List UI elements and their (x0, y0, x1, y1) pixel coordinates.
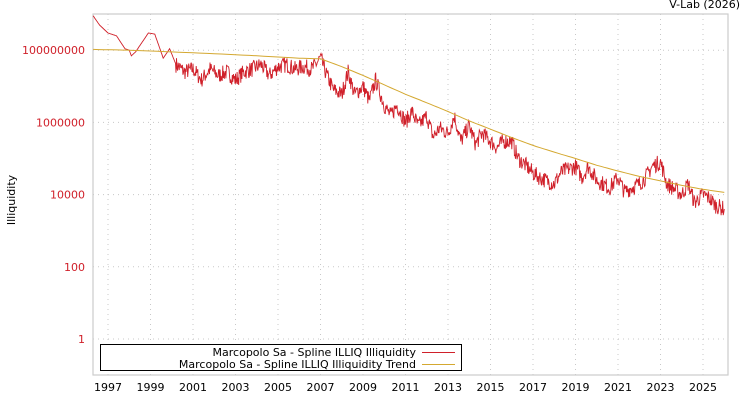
x-tick-label: 2015 (477, 381, 505, 394)
legend-item-trend[interactable]: Marcopolo Sa - Spline ILLIQ Illiquidity … (178, 357, 455, 371)
x-tick-label: 2003 (222, 381, 250, 394)
x-axis-ticks: 1997 1999 2001 2003 2005 2007 2009 2011 2013 2015… (94, 381, 717, 394)
legend: Marcopolo Sa - Spline ILLIQ Illiquidity … (100, 344, 462, 371)
plot-area-frame (92, 13, 729, 376)
x-tick-label: 2017 (519, 381, 547, 394)
x-tick-label: 1999 (137, 381, 165, 394)
y-axis-label: Illiquidity (5, 174, 18, 226)
legend-label: Marcopolo Sa - Spline ILLIQ Illiquidity (212, 345, 416, 359)
y-tick-label: 10000 (50, 189, 85, 202)
y-tick-label: 1000000 (36, 116, 85, 129)
x-tick-label: 2001 (179, 381, 207, 394)
trend-line (93, 48, 725, 193)
x-tick-label: 2009 (349, 381, 377, 394)
x-tick-label: 2013 (434, 381, 462, 394)
credit-label: V-Lab (2026) (669, 0, 740, 11)
grid-lines (93, 14, 728, 375)
y-axis-ticks: 1 100 10000 1000000 100000000 (22, 44, 85, 346)
x-tick-label: 2011 (392, 381, 420, 394)
y-tick-label: 1 (78, 333, 85, 346)
series-lines (92, 15, 725, 216)
x-tick-label: 2023 (647, 381, 675, 394)
illiquidity-line (92, 15, 725, 216)
x-tick-label: 2025 (689, 381, 717, 394)
legend-swatch-red (422, 351, 455, 353)
legend-swatch-gold (422, 363, 455, 365)
legend-label: Marcopolo Sa - Spline ILLIQ Illiquidity … (178, 357, 416, 371)
x-tick-label: 2007 (307, 381, 335, 394)
legend-item-illiquidity[interactable]: Marcopolo Sa - Spline ILLIQ Illiquidity (212, 345, 455, 359)
x-tick-label: 1997 (94, 381, 122, 394)
y-tick-label: 100 (64, 261, 85, 274)
x-tick-label: 2005 (264, 381, 292, 394)
x-tick-label: 2021 (604, 381, 632, 394)
x-tick-label: 2019 (562, 381, 590, 394)
y-tick-label: 100000000 (22, 44, 85, 57)
